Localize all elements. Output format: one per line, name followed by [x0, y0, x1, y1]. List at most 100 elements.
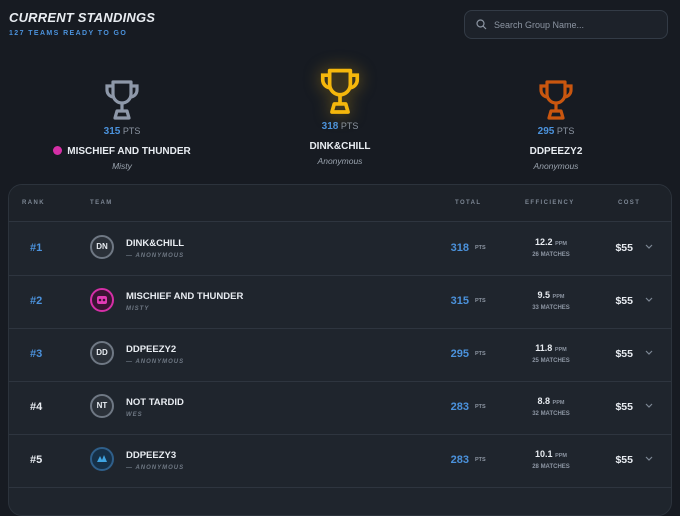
- team-avatar: NT: [90, 394, 114, 418]
- podium-team: DDPEEZY2: [456, 146, 656, 157]
- podium-owner: Misty: [112, 161, 132, 171]
- points-unit: PTS: [475, 457, 486, 463]
- table-header: RANK TEAM TOTAL EFFICIENCY COST: [9, 185, 671, 222]
- matches-count: 28: [532, 464, 539, 470]
- trophy-icon: [539, 80, 573, 120]
- team-owner: — ANONYMOUS: [126, 253, 185, 259]
- efficiency-value: 10.1: [535, 449, 553, 459]
- efficiency-unit: PPM: [554, 347, 567, 353]
- cost: $55: [615, 242, 633, 254]
- search-placeholder: Search Group Name...: [494, 20, 585, 30]
- total-points: 315: [450, 295, 469, 307]
- standings-row[interactable]: #4 NT NOT TARDID WES 283 PTS 8.8 PPM 32 …: [9, 381, 671, 435]
- team-avatar: [90, 447, 114, 471]
- page: CURRENT STANDINGS 127 TEAMS READY TO GO …: [8, 10, 672, 516]
- efficiency: 11.8 PPM: [509, 343, 593, 353]
- team-avatar: DN: [90, 235, 114, 259]
- team-name: DDPEEZY2: [529, 146, 583, 157]
- expand-chevron[interactable]: [645, 350, 653, 356]
- rank: #5: [30, 454, 43, 466]
- column-header: EFFICIENCY: [525, 200, 575, 206]
- team-avatar: [90, 288, 114, 312]
- efficiency: 12.2 PPM: [509, 237, 593, 247]
- standings-row[interactable]: #3 DD DDPEEZY2 — ANONYMOUS 295 PTS 11.8 …: [9, 328, 671, 382]
- expand-chevron[interactable]: [645, 456, 653, 462]
- trophy-icon: [105, 80, 139, 120]
- team-avatar: DD: [90, 341, 114, 365]
- podium-owner: Anonymous: [317, 155, 363, 166]
- column-header: TEAM: [90, 200, 113, 206]
- total-points: 283: [450, 401, 469, 413]
- podium-entry: 315 PTS MISCHIEF AND THUNDER Misty: [22, 78, 222, 171]
- podium-owner: Anonymous: [533, 161, 579, 171]
- total-points: 295: [450, 348, 469, 360]
- podium-points: 315 PTS: [22, 126, 222, 137]
- efficiency: 8.8 PPM: [509, 396, 593, 406]
- matches: 33 MATCHES: [509, 305, 593, 311]
- team-name: DDPEEZY3: [126, 450, 177, 461]
- cost: $55: [615, 295, 633, 307]
- team-name: MISCHIEF AND THUNDER: [67, 146, 191, 157]
- team-name: DINK&CHILL: [126, 238, 185, 249]
- rank: #4: [30, 401, 43, 413]
- matches-count: 25: [532, 358, 539, 364]
- efficiency-unit: PPM: [555, 453, 567, 459]
- podium-team: DINK&CHILL: [240, 141, 440, 152]
- team-owner: — ANONYMOUS: [126, 359, 185, 365]
- matches: 28 MATCHES: [509, 464, 593, 470]
- points-unit: PTS: [122, 126, 141, 136]
- efficiency-unit: PPM: [552, 294, 565, 300]
- search-icon: [476, 19, 487, 30]
- rank: #1: [30, 242, 43, 254]
- expand-chevron[interactable]: [645, 297, 653, 303]
- points-value: 315: [103, 126, 121, 137]
- points-unit: PTS: [475, 404, 486, 410]
- matches: 26 MATCHES: [509, 252, 593, 258]
- efficiency-value: 11.8: [535, 343, 553, 353]
- points-value: 295: [537, 126, 555, 137]
- standings-row[interactable]: #1 DN DINK&CHILL — ANONYMOUS 318 PTS 12.…: [9, 222, 671, 276]
- podium-team: MISCHIEF AND THUNDER: [22, 146, 222, 157]
- podium-points: 318 PTS: [240, 121, 440, 132]
- rank: #2: [30, 295, 43, 307]
- cost: $55: [615, 348, 633, 360]
- matches-unit: MATCHES: [540, 411, 570, 417]
- title: CURRENT STANDINGS: [9, 10, 156, 25]
- team-name: NOT TARDID: [126, 397, 184, 408]
- team-name: MISCHIEF AND THUNDER: [126, 291, 244, 302]
- efficiency: 10.1 PPM: [509, 449, 593, 459]
- matches: 25 MATCHES: [509, 358, 593, 364]
- column-header: RANK: [22, 200, 45, 206]
- search-box[interactable]: Search Group Name...: [464, 10, 668, 39]
- team-name: DDPEEZY2: [126, 344, 177, 355]
- standings-row[interactable]: #2 MISCHIEF AND THUNDER MISTY 315 PTS 9.…: [9, 275, 671, 329]
- team-owner: MISTY: [126, 306, 150, 312]
- points-value: 318: [321, 120, 339, 132]
- matches-unit: MATCHES: [540, 252, 570, 258]
- matches-unit: MATCHES: [540, 358, 570, 364]
- efficiency-value: 9.5: [537, 290, 551, 300]
- expand-chevron[interactable]: [645, 403, 653, 409]
- points-unit: PTS: [556, 126, 575, 136]
- podium-points: 295 PTS: [456, 126, 656, 137]
- efficiency-unit: PPM: [555, 241, 567, 247]
- team-badge: [53, 146, 63, 155]
- matches-count: 26: [532, 252, 539, 258]
- team-owner: WES: [126, 412, 143, 418]
- matches-count: 32: [532, 411, 539, 417]
- expand-chevron[interactable]: [645, 244, 653, 250]
- standings-row[interactable]: #5 DDPEEZY3 — ANONYMOUS 283 PTS 10.1 PPM…: [9, 434, 671, 488]
- matches-unit: MATCHES: [540, 305, 570, 311]
- cost: $55: [615, 454, 633, 466]
- cost: $55: [615, 401, 633, 413]
- standings-table: RANK TEAM TOTAL EFFICIENCY COST #1 DN DINK&C…: [8, 184, 672, 516]
- points-unit: PTS: [475, 351, 486, 357]
- efficiency-value: 12.2: [535, 237, 553, 247]
- column-header: COST: [618, 200, 641, 206]
- matches-unit: MATCHES: [540, 464, 570, 470]
- points-unit: PTS: [340, 120, 359, 131]
- subtitle: 127 TEAMS READY TO GO: [9, 30, 128, 37]
- efficiency-value: 8.8: [537, 396, 551, 406]
- trophy-icon: [320, 68, 360, 114]
- total-points: 318: [450, 242, 469, 254]
